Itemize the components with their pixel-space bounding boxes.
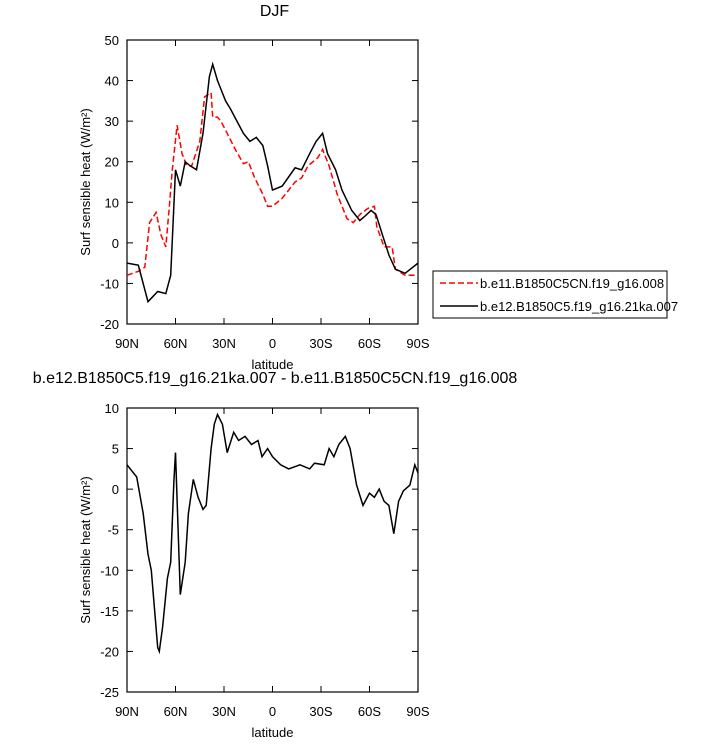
x-tick-label: 0 [269,704,276,719]
x-tick-label: 30S [309,336,332,351]
x-tick-label: 30S [309,704,332,719]
y-tick-label: 40 [105,74,119,89]
data-line [126,91,418,277]
x-tick-label: 90S [406,704,429,719]
y-tick-label: -10 [100,563,119,578]
y-tick-label: 5 [112,442,119,457]
legend-box [432,270,668,319]
y-tick-label: -5 [107,523,119,538]
x-tick-label: 60S [358,704,381,719]
y-tick-label: -20 [100,644,119,659]
x-axis-label: latitude [252,725,294,740]
y-tick-label: 10 [105,195,119,210]
y-axis-label: Surf sensible heat (W/m²) [78,108,93,255]
x-tick-label: 60N [164,336,188,351]
x-axis-label: latitude [252,357,294,372]
legend-label: b.e11.B1850C5CN.f19_g16.008 [480,276,664,291]
y-tick-label: -15 [100,604,119,619]
plot-frame [126,407,419,693]
y-tick-label: 20 [105,155,119,170]
x-tick-label: 90N [115,336,139,351]
y-tick-label: 30 [105,114,119,129]
y-tick-label: -25 [100,685,119,700]
y-tick-label: 0 [112,482,119,497]
legend-label: b.e12.B1850C5.f19_g16.21ka.007 [480,299,678,314]
chart-title: b.e12.B1850C5.f19_g16.21ka.007 - b.e11.B… [33,370,518,387]
data-line [126,61,419,304]
x-tick-label: 30N [212,336,236,351]
y-tick-label: 50 [105,33,119,48]
y-tick-label: -10 [100,276,119,291]
y-tick-label: -20 [100,317,119,332]
y-tick-label: 10 [105,401,119,416]
y-tick-label: 0 [112,236,119,251]
y-axis-label: Surf sensible heat (W/m²) [78,476,93,623]
chart-title: DJF [260,3,290,20]
data-line [126,412,419,655]
x-tick-label: 0 [269,336,276,351]
x-tick-label: 90N [115,704,139,719]
x-tick-label: 60S [358,336,381,351]
x-tick-label: 90S [406,336,429,351]
x-tick-label: 60N [164,704,188,719]
plot-frame [126,39,419,325]
x-tick-label: 30N [212,704,236,719]
